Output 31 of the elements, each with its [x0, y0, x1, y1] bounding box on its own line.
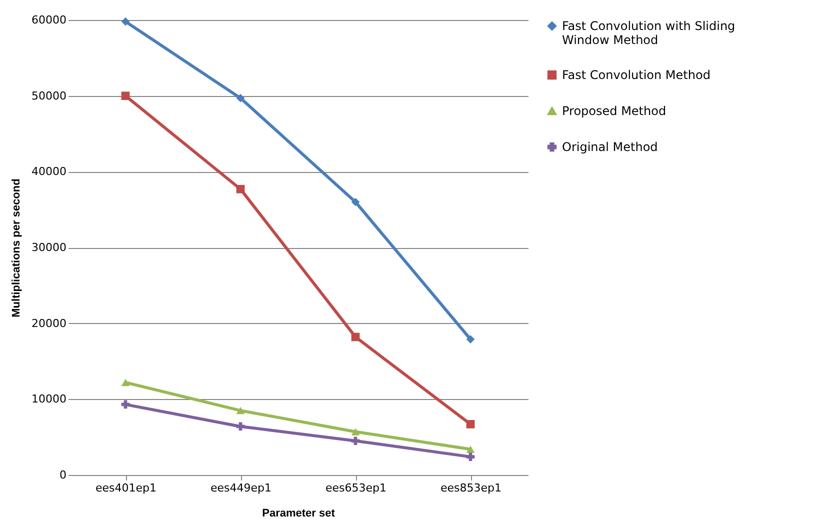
- x-tick-label: ees653ep1: [325, 482, 387, 494]
- point: [351, 332, 360, 342]
- point: [351, 436, 360, 446]
- point: [351, 198, 360, 206]
- point: [466, 420, 475, 428]
- y-tick-label: 10000: [32, 392, 66, 406]
- point: [236, 184, 245, 194]
- y-tick-label: 40000: [32, 165, 66, 178]
- y-tick-label: 30000: [32, 241, 66, 254]
- point: [121, 92, 130, 100]
- y-tick-label: 60000: [32, 14, 66, 26]
- y-tick-label: 20000: [32, 316, 66, 330]
- x-tick-label: ees449ep1: [210, 482, 272, 494]
- point: [466, 335, 475, 344]
- x-axis-title: Parameter set: [262, 508, 336, 520]
- point: [466, 446, 475, 453]
- legend-label: Original Method: [562, 140, 658, 154]
- point: [121, 378, 130, 386]
- legend-label: Proposed Method: [562, 104, 666, 118]
- point: [121, 17, 130, 26]
- x-tick-label: ees853ep1: [440, 482, 502, 494]
- y-tick-label: 0: [60, 468, 66, 482]
- legend-label: Fast Convolution Method: [562, 68, 710, 82]
- point: [236, 406, 245, 414]
- x-tick-label: ees401ep1: [95, 482, 157, 494]
- y-tick-label: 50000: [32, 89, 66, 102]
- point: [466, 452, 475, 461]
- legend-label: Fast Convolution with Sliding Window Method: [562, 19, 736, 47]
- point: [351, 428, 360, 436]
- point: [236, 94, 245, 102]
- y-axis-title: Multiplications per second: [10, 178, 23, 318]
